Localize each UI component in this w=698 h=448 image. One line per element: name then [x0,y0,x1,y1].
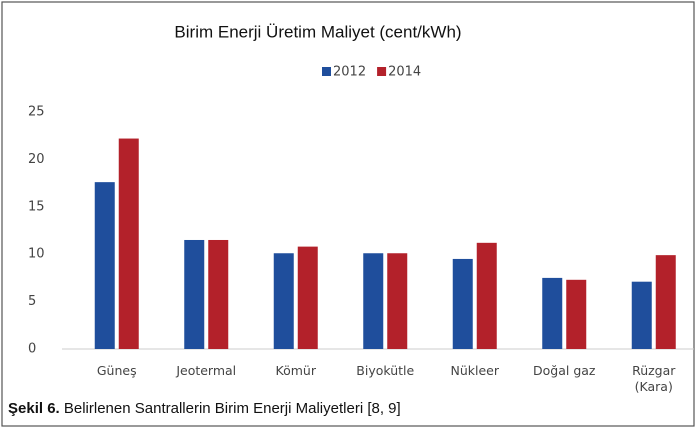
y-tick-label: 10 [28,247,45,262]
x-tick-label: Kömür [275,363,316,378]
legend-swatch [377,67,387,76]
bar [655,255,676,349]
x-tick-label: Güneş [96,363,137,378]
bar [542,277,563,349]
bar [94,182,115,349]
x-tick-label: Doğal gaz [533,363,596,378]
chart-title: Birim Enerji Üretim Maliyet (cent/kWh) [174,22,461,41]
bar [631,281,652,349]
bar [273,253,294,349]
bar [118,138,139,349]
y-tick-label: 25 [28,105,45,120]
bar [184,239,205,349]
x-tick-label: Nükleer [450,363,499,378]
legend-label: 2014 [388,65,421,80]
x-tick-label: Jeotermal [176,363,237,378]
bar [452,258,473,349]
bar [566,279,587,349]
bar [208,239,229,349]
frame [1,1,695,427]
caption-label: Şekil 6. [8,400,60,417]
bar [297,246,318,349]
bar [387,253,408,349]
bar [476,242,497,349]
y-tick-label: 20 [28,152,45,167]
y-tick-label: 0 [28,342,36,357]
legend-label: 2012 [333,65,366,80]
caption: Şekil 6. Belirlenen Santrallerin Birim E… [8,400,401,417]
bar [363,253,384,349]
legend-swatch [322,67,331,76]
x-tick-label: Biyokütle [356,363,415,378]
x-tick-label: Rüzgar (Kara) [632,363,676,394]
caption-text: Belirlenen Santrallerin Birim Enerji Mal… [63,400,401,417]
y-tick-label: 5 [28,294,36,309]
y-tick-label: 15 [28,199,45,214]
